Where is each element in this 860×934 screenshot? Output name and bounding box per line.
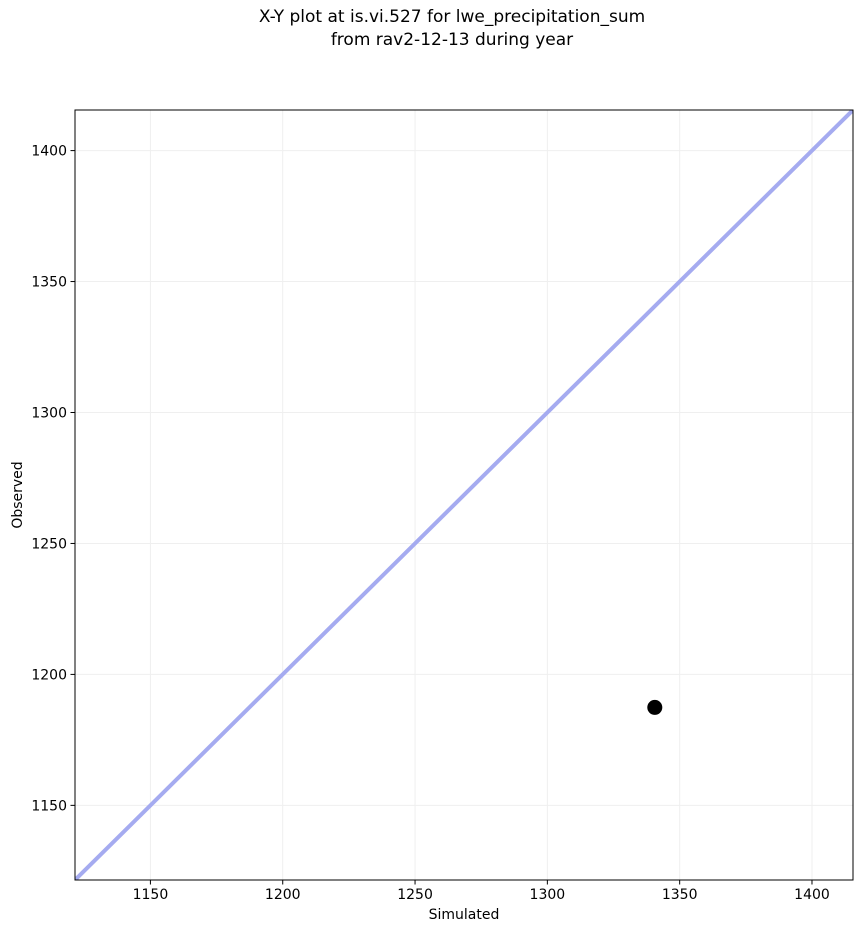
plot-area: 1150 1200 1250 1300 1350 1400 1150 1200 1250 1300… <box>31 109 854 903</box>
x-tick-label: 1350 <box>662 887 698 903</box>
y-tick-label: 1250 <box>31 536 67 552</box>
x-tick-label: 1400 <box>794 887 830 903</box>
y-tick-label: 1350 <box>31 275 67 291</box>
y-tick-label: 1200 <box>31 667 67 683</box>
y-tick-label: 1400 <box>31 144 67 160</box>
data-layer <box>75 110 853 880</box>
y-tick-label: 1150 <box>31 798 67 814</box>
tick-labels: 1150 1200 1250 1300 1350 1400 1150 1200 1250 1300… <box>31 144 829 903</box>
chart-title-line1: X-Y plot at is.vi.527 for lwe_precipitat… <box>259 7 645 27</box>
x-tick-label: 1150 <box>133 887 169 903</box>
axes-spines <box>74 109 854 881</box>
y-axis-label: Observed <box>10 461 26 528</box>
x-axis-label: Simulated <box>429 907 500 923</box>
data-point <box>647 699 663 715</box>
gridlines <box>75 110 853 880</box>
x-tick-label: 1200 <box>265 887 301 903</box>
tick-marks <box>70 150 813 885</box>
identity-line <box>75 110 853 880</box>
chart-title-line2: from rav2-12-13 during year <box>331 30 573 50</box>
y-tick-label: 1300 <box>31 406 67 422</box>
x-tick-label: 1300 <box>530 887 566 903</box>
x-tick-label: 1250 <box>397 887 433 903</box>
